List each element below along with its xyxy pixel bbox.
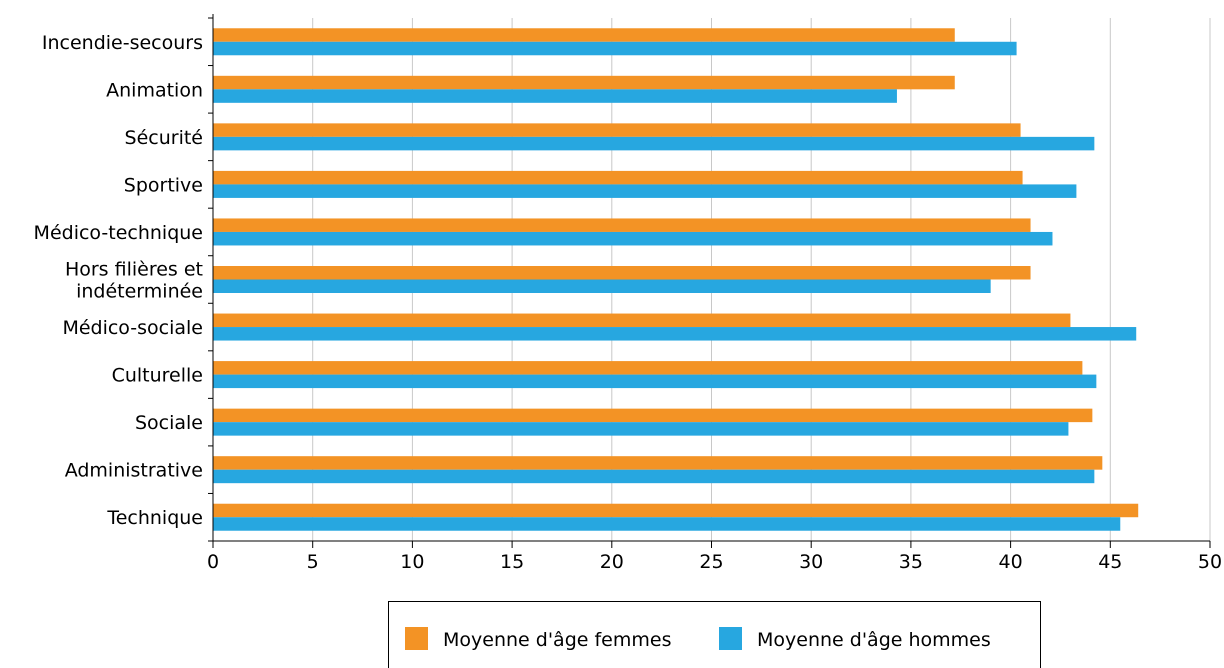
category-labels: Incendie-secours Animation Sécurité Sportiv… — [34, 32, 203, 529]
x-tick-label: 50 — [1198, 551, 1222, 573]
bar-hommes — [213, 41, 1017, 56]
x-tick-label: 15 — [500, 551, 524, 573]
category-label-line: Culturelle — [112, 365, 203, 387]
legend-box — [388, 601, 1041, 668]
bar-hommes — [213, 469, 1095, 484]
bar-hommes — [213, 327, 1137, 341]
category-label-line: Médico-sociale — [62, 317, 203, 339]
x-tick-label: 40 — [999, 551, 1023, 573]
category-label-line: Technique — [106, 507, 203, 529]
bar-femmes — [213, 28, 955, 42]
bar-hommes — [213, 517, 1121, 531]
category-label: Technique — [106, 507, 203, 529]
bars — [213, 28, 1139, 531]
legend-label: Moyenne d'âge hommes — [757, 629, 991, 651]
bar-femmes — [213, 313, 1071, 328]
axes — [208, 14, 1211, 548]
x-tick-label: 35 — [899, 551, 923, 573]
bar-femmes — [213, 456, 1103, 470]
category-label: Sécurité — [125, 127, 203, 149]
category-label-line: Sociale — [135, 412, 203, 434]
legend-swatch — [719, 627, 742, 650]
bar-hommes — [213, 422, 1069, 436]
bar-hommes — [213, 184, 1077, 198]
x-tick-label: 45 — [1098, 551, 1122, 573]
category-label-line: indéterminée — [76, 281, 203, 303]
category-label: Animation — [106, 79, 203, 101]
bar-femmes — [213, 503, 1139, 518]
bar-hommes — [213, 136, 1095, 151]
category-label: Incendie-secours — [42, 32, 203, 54]
bar-femmes — [213, 218, 1031, 232]
bar-hommes — [213, 231, 1053, 246]
x-tick-label: 30 — [799, 551, 823, 573]
legend-swatch — [405, 627, 428, 650]
category-label: Médico-sociale — [62, 317, 203, 339]
category-label-line: Administrative — [65, 460, 203, 482]
category-label: Administrative — [65, 460, 203, 482]
category-label-line: Sécurité — [125, 127, 203, 149]
bar-femmes — [213, 408, 1093, 423]
x-tick-label: 20 — [600, 551, 624, 573]
category-label-line: Animation — [106, 79, 203, 101]
bar-femmes — [213, 266, 1031, 280]
bar-femmes — [213, 75, 955, 90]
category-label-line: Médico-technique — [34, 222, 203, 244]
legend-label: Moyenne d'âge femmes — [443, 629, 671, 651]
category-label-line: Sportive — [124, 174, 203, 196]
bar-femmes — [213, 361, 1083, 375]
x-tick-label: 0 — [207, 551, 219, 573]
bar-hommes — [213, 89, 897, 103]
category-label-line: Hors filières et — [65, 259, 203, 281]
x-tick-label: 25 — [699, 551, 723, 573]
category-label: Sportive — [124, 174, 203, 196]
category-label: Hors filières et indéterminée — [65, 259, 203, 303]
x-tick-labels: 0 5 10 15 20 25 30 35 40 45 50 — [207, 551, 1222, 573]
bar-femmes — [213, 170, 1023, 185]
category-label-line: Incendie-secours — [42, 32, 203, 54]
category-label: Culturelle — [112, 365, 203, 387]
category-label: Sociale — [135, 412, 203, 434]
legend: Moyenne d'âge femmes Moyenne d'âge hommes — [388, 601, 1041, 668]
x-tick-label: 5 — [307, 551, 319, 573]
x-tick-label: 10 — [400, 551, 424, 573]
bar-femmes — [213, 123, 1021, 137]
bar-hommes — [213, 374, 1097, 389]
bar-hommes — [213, 279, 991, 293]
category-label: Médico-technique — [34, 222, 203, 244]
